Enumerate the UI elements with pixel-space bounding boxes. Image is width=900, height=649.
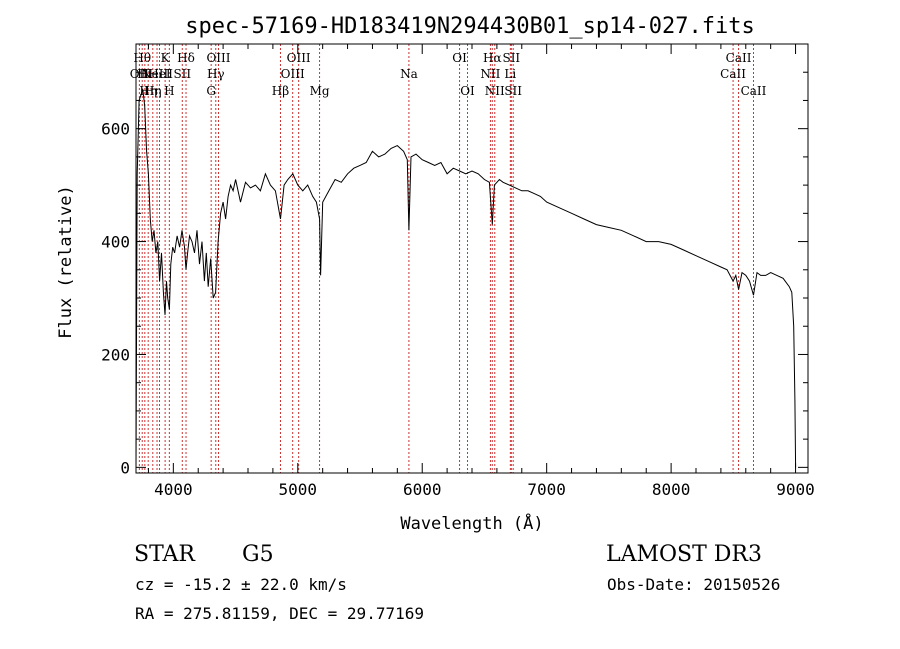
line-marker-label: SII: [504, 84, 522, 98]
x-tick-label: 6000: [403, 480, 442, 499]
y-tick-label: 600: [101, 120, 130, 139]
line-marker-label: Hθ: [133, 51, 151, 65]
survey-name: LAMOST DR3: [606, 542, 762, 567]
line-marker-label: CaII: [741, 84, 767, 98]
object-subclass: G5: [242, 542, 274, 567]
line-marker-label: OIII: [281, 67, 305, 81]
line-marker-label: NeIII: [141, 67, 173, 81]
line-markers: [138, 44, 754, 473]
line-marker-label: H: [164, 84, 174, 98]
x-tick-label: 9000: [776, 480, 815, 499]
line-marker-label: Hη: [144, 84, 162, 98]
object-class: STAR: [134, 542, 196, 567]
coordinates-text: RA = 275.81159, DEC = 29.77169: [135, 604, 424, 623]
x-tick-label: 7000: [527, 480, 566, 499]
line-marker-label: SII: [173, 67, 191, 81]
line-marker-label: K: [161, 51, 171, 65]
y-axis-label: Flux (relative): [56, 185, 76, 339]
obs-date: Obs-Date: 20150526: [607, 575, 780, 594]
x-tick-label: 4000: [154, 480, 193, 499]
line-marker-label: Mg: [310, 84, 330, 98]
line-marker-label: Hα: [483, 51, 502, 65]
line-marker-label: Hδ: [177, 51, 195, 65]
x-tick-label: 8000: [652, 480, 691, 499]
line-marker-label: HeI: [148, 67, 171, 81]
line-marker-label: OIII: [287, 51, 311, 65]
line-marker-label: CaII: [720, 67, 746, 81]
y-tick-label: 0: [120, 458, 130, 477]
y-tick-label: 400: [101, 233, 130, 252]
line-marker-label: OII: [130, 67, 150, 81]
redshift-text: cz = -15.2 ± 22.0 km/s: [135, 575, 347, 594]
y-tick-label: 200: [101, 345, 130, 364]
line-marker-label: Hβ: [272, 84, 289, 98]
line-marker-label: G: [206, 84, 216, 98]
line-marker-label: Li: [504, 67, 516, 81]
line-marker-label: NII: [480, 67, 500, 81]
x-axis: 4000 5000 6000 7000 8000 9000: [147, 44, 815, 499]
line-marker-label: Hι: [137, 67, 152, 81]
line-marker-label: SII: [502, 51, 520, 65]
marker-labels: OIIHθHιHηHηNeIIIHeIKHSIIHδGHγOIIIHβOIIIO…: [130, 51, 767, 98]
line-marker-label: OI: [460, 84, 475, 98]
x-axis-label: Wavelength (Å): [400, 512, 543, 534]
plot-frame: [135, 43, 809, 474]
line-marker-label: CaII: [726, 51, 752, 65]
line-marker-label: NII: [485, 84, 505, 98]
chart-title: spec-57169-HD183419N294430B01_sp14-027.f…: [185, 14, 755, 39]
line-marker-label: OIII: [206, 51, 230, 65]
y-axis: 0 200 400 600: [101, 71, 808, 477]
x-tick-label: 5000: [279, 480, 318, 499]
line-marker-label: OI: [452, 51, 467, 65]
line-marker-label: Na: [400, 67, 418, 81]
spectrum-line: [135, 89, 797, 468]
line-marker-label: Hγ: [207, 67, 225, 81]
